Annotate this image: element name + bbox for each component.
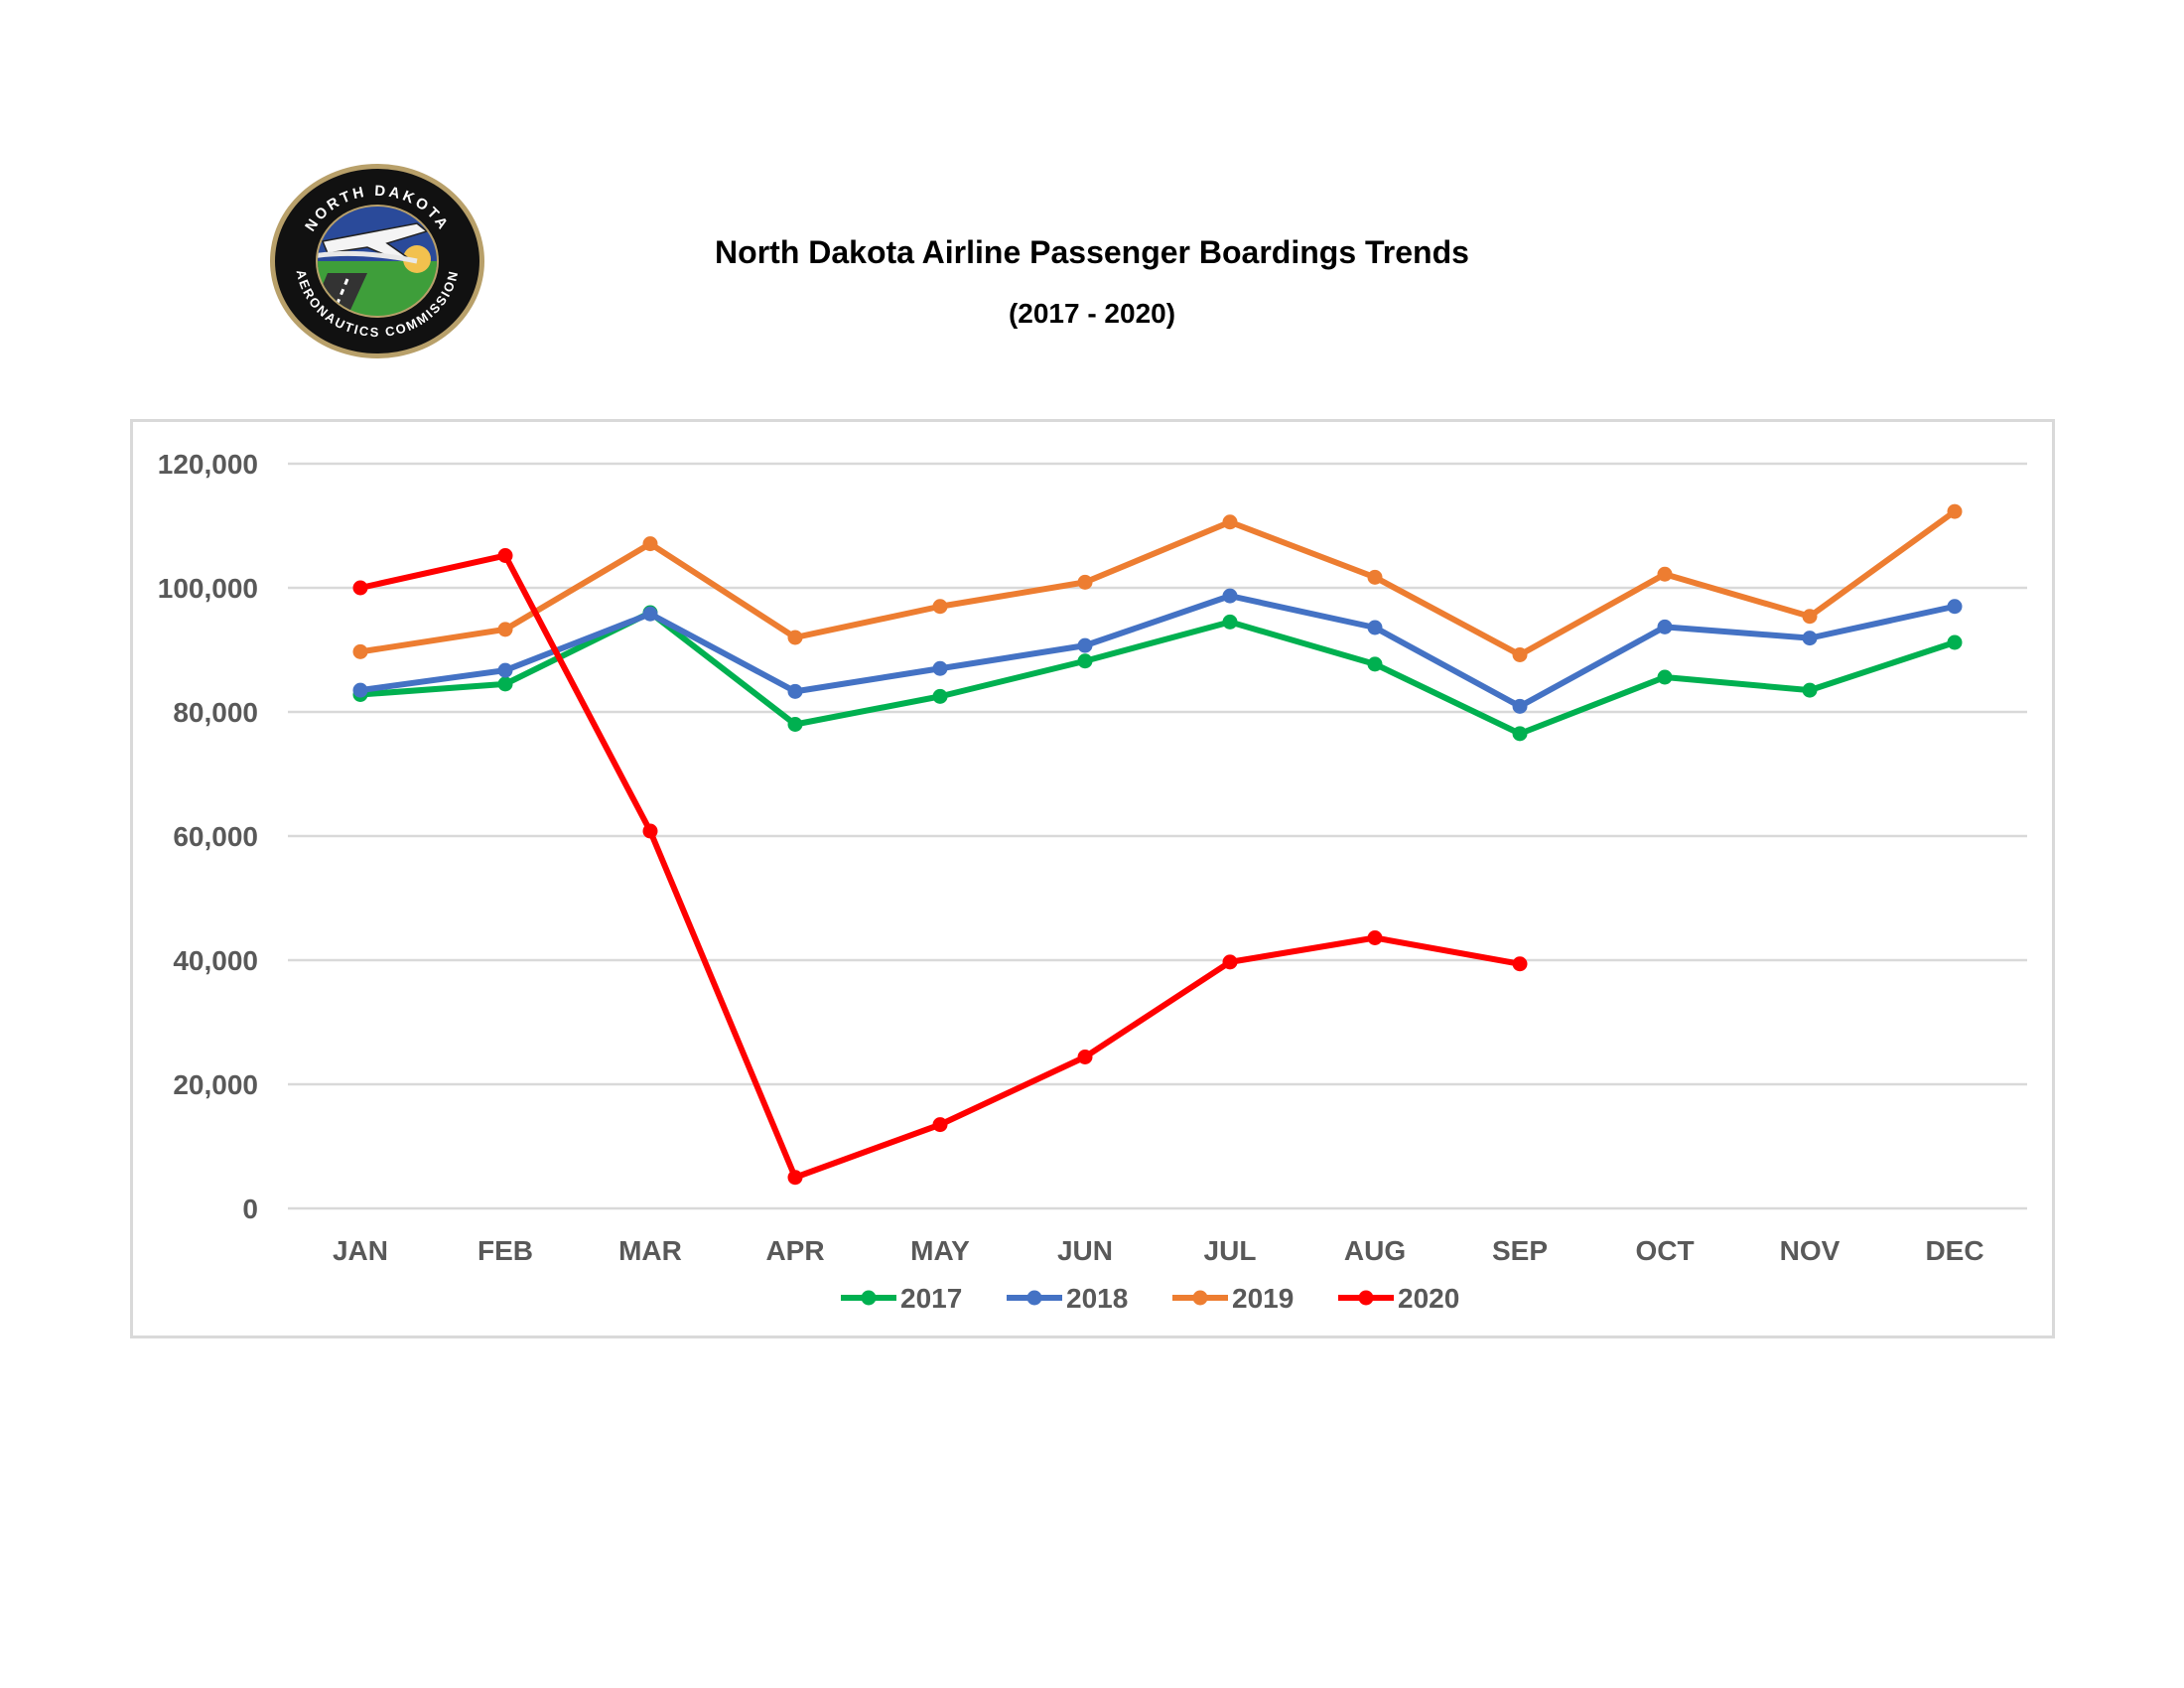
x-tick-label: MAY	[910, 1235, 970, 1266]
data-point-2019-jul	[1222, 514, 1238, 530]
data-point-2018-apr	[787, 683, 803, 699]
y-tick-label: 0	[242, 1194, 258, 1224]
data-point-2019-sep	[1512, 647, 1528, 662]
data-point-2020-jun	[1077, 1050, 1093, 1064]
data-point-2019-dec	[1947, 503, 1963, 519]
chart-area: 0 20,000 40,000 60,000 80,000 100,000 120,000 J…	[130, 419, 2055, 1338]
data-point-2020-jan	[352, 580, 368, 596]
x-tick-label: FEB	[478, 1235, 533, 1266]
y-tick-label: 20,000	[173, 1069, 258, 1100]
data-point-2020-aug	[1367, 930, 1383, 945]
x-tick-label: AUG	[1344, 1235, 1406, 1266]
data-point-2019-mar	[642, 536, 658, 552]
x-tick-label: APR	[765, 1235, 824, 1266]
legend-label-2020: 2020	[1398, 1283, 1459, 1314]
chart-subtitle: (2017 - 2020)	[1008, 298, 1176, 329]
data-point-2019-oct	[1657, 566, 1673, 582]
data-point-2018-dec	[1947, 599, 1963, 615]
x-tick-label: DEC	[1925, 1235, 1983, 1266]
legend-label-2018: 2018	[1066, 1283, 1128, 1314]
data-point-2017-sep	[1512, 726, 1528, 742]
data-point-2017-jul	[1222, 614, 1238, 630]
y-tick-label: 80,000	[173, 697, 258, 728]
data-point-2018-jul	[1222, 588, 1238, 604]
legend-marker-2019	[1192, 1290, 1208, 1306]
x-tick-label: MAR	[618, 1235, 682, 1266]
y-tick-label: 60,000	[173, 821, 258, 852]
data-point-2017-oct	[1657, 669, 1673, 685]
data-point-2019-apr	[787, 630, 803, 645]
data-point-2020-feb	[497, 548, 513, 563]
data-point-2020-mar	[642, 823, 658, 839]
x-tick-label: JUN	[1057, 1235, 1113, 1266]
data-point-2018-jun	[1077, 637, 1093, 653]
data-point-2019-may	[932, 599, 948, 615]
data-point-2018-may	[932, 660, 948, 676]
data-point-2020-may	[932, 1117, 948, 1133]
data-point-2020-jul	[1222, 954, 1238, 970]
line-chart: 0 20,000 40,000 60,000 80,000 100,000 120,000 J…	[158, 449, 2027, 1314]
aeronautics-commission-logo: NORTH DAKOTA AERONAUTICS COMMISSION	[270, 164, 484, 358]
legend-marker-2018	[1026, 1290, 1042, 1306]
data-point-2017-apr	[787, 717, 803, 732]
data-point-2018-feb	[497, 662, 513, 678]
data-point-2017-jun	[1077, 653, 1093, 669]
legend-label-2017: 2017	[900, 1283, 962, 1314]
data-point-2018-oct	[1657, 619, 1673, 634]
data-point-2019-aug	[1367, 569, 1383, 585]
data-point-2019-feb	[497, 622, 513, 637]
data-point-2018-mar	[642, 606, 658, 622]
data-point-2020-sep	[1512, 956, 1528, 972]
legend-marker-2020	[1358, 1290, 1374, 1306]
series-line-2019	[357, 508, 1958, 658]
data-point-2017-aug	[1367, 656, 1383, 672]
x-tick-label: OCT	[1635, 1235, 1694, 1266]
data-point-2017-nov	[1802, 682, 1818, 698]
data-point-2017-dec	[1947, 634, 1963, 650]
y-tick-label: 40,000	[173, 945, 258, 976]
data-point-2018-aug	[1367, 620, 1383, 635]
x-tick-label: NOV	[1780, 1235, 1841, 1266]
data-point-2018-jan	[352, 682, 368, 698]
data-point-2018-sep	[1512, 698, 1528, 714]
x-tick-label: SEP	[1492, 1235, 1548, 1266]
series-line-2018	[357, 593, 1958, 710]
data-point-2019-jan	[352, 643, 368, 659]
y-tick-label: 120,000	[158, 449, 258, 480]
chart-title: North Dakota Airline Passenger Boardings…	[715, 234, 1469, 270]
y-tick-label: 100,000	[158, 573, 258, 604]
data-point-2017-feb	[497, 676, 513, 692]
data-point-2019-nov	[1802, 609, 1818, 625]
x-tick-label: JUL	[1204, 1235, 1257, 1266]
data-point-2020-apr	[787, 1170, 803, 1186]
legend-label-2019: 2019	[1232, 1283, 1294, 1314]
x-tick-label: JAN	[333, 1235, 388, 1266]
data-point-2019-jun	[1077, 574, 1093, 590]
data-point-2017-may	[932, 688, 948, 704]
legend-marker-2017	[861, 1290, 877, 1306]
data-point-2018-nov	[1802, 631, 1818, 646]
